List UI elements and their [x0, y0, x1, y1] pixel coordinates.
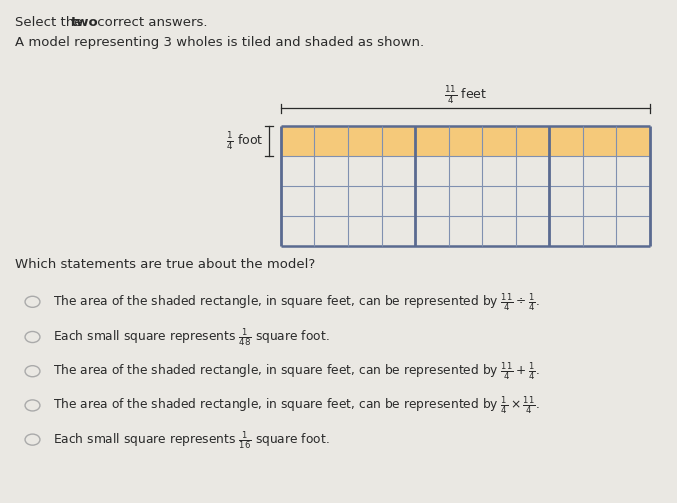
- Text: correct answers.: correct answers.: [93, 16, 208, 29]
- Text: A model representing 3 wholes is tiled and shaded as shown.: A model representing 3 wholes is tiled a…: [15, 36, 424, 49]
- Bar: [415, 126, 449, 156]
- Text: Which statements are true about the model?: Which statements are true about the mode…: [15, 258, 315, 271]
- Text: Each small square represents $\frac{1}{48}$ square foot.: Each small square represents $\frac{1}{4…: [53, 326, 330, 348]
- Text: Each small square represents $\frac{1}{16}$ square foot.: Each small square represents $\frac{1}{1…: [53, 429, 330, 451]
- Bar: [315, 126, 348, 156]
- Text: $\frac{11}{4}$ feet: $\frac{11}{4}$ feet: [444, 83, 487, 106]
- Bar: [583, 126, 616, 156]
- Bar: [482, 126, 516, 156]
- Text: two: two: [71, 16, 99, 29]
- Text: The area of the shaded rectangle, in square feet, can be represented by $\frac{1: The area of the shaded rectangle, in squ…: [53, 291, 540, 313]
- Text: Select the: Select the: [15, 16, 87, 29]
- Bar: [549, 126, 583, 156]
- Text: The area of the shaded rectangle, in square feet, can be represented by $\frac{1: The area of the shaded rectangle, in squ…: [53, 360, 540, 382]
- Bar: [348, 126, 382, 156]
- Bar: [516, 126, 549, 156]
- Bar: [281, 126, 315, 156]
- Text: The area of the shaded rectangle, in square feet, can be represented by $\frac{1: The area of the shaded rectangle, in squ…: [53, 394, 540, 416]
- Bar: [449, 126, 482, 156]
- Bar: [616, 126, 650, 156]
- Bar: [382, 126, 415, 156]
- Text: $\frac{1}{4}$ foot: $\frac{1}{4}$ foot: [226, 130, 263, 152]
